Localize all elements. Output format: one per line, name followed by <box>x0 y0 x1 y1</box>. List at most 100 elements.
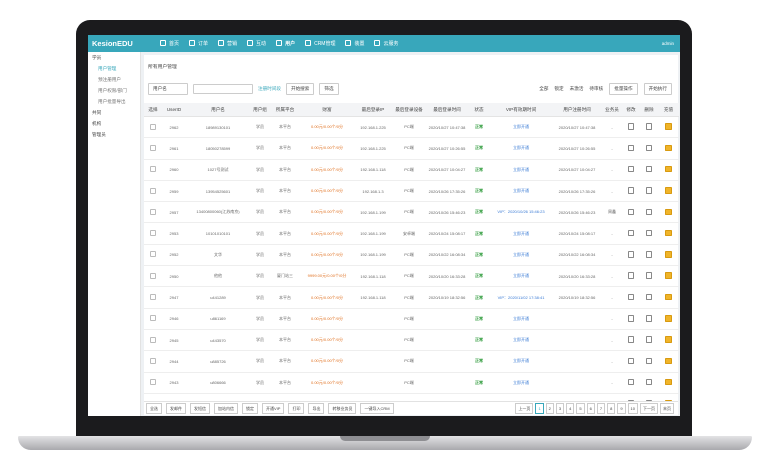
recharge-icon[interactable] <box>665 165 672 173</box>
recharge-icon[interactable] <box>665 336 672 343</box>
page-prev[interactable]: 上一页 <box>515 403 534 414</box>
page-number[interactable]: 10 <box>627 403 638 414</box>
search-button[interactable]: 开始搜索 <box>285 83 315 95</box>
edit-icon[interactable] <box>627 229 635 237</box>
edit-icon[interactable] <box>627 336 635 343</box>
batch-select[interactable]: 批量操作 <box>609 83 638 95</box>
nav-item[interactable]: 用户 <box>276 40 295 47</box>
delete-icon[interactable] <box>645 165 653 173</box>
checkbox[interactable] <box>150 230 156 237</box>
nav-item[interactable]: 云服务 <box>374 40 399 47</box>
page-last[interactable]: 末页 <box>660 403 674 414</box>
delete-icon[interactable] <box>645 315 653 322</box>
page-number[interactable]: 5 <box>576 403 585 414</box>
checkbox[interactable] <box>150 336 156 343</box>
action-button[interactable]: 导出 <box>308 403 325 414</box>
nav-item[interactable]: 营销 <box>218 40 237 47</box>
page-number[interactable]: 6 <box>586 403 595 414</box>
sidebar-section[interactable]: 共同 <box>92 109 102 115</box>
edit-icon[interactable] <box>627 315 635 322</box>
delete-icon[interactable] <box>645 123 653 130</box>
checkbox[interactable] <box>150 166 156 173</box>
checkbox[interactable] <box>150 315 156 322</box>
edit-icon[interactable] <box>627 208 635 216</box>
page-number[interactable]: 1 <box>535 403 544 414</box>
filter-button[interactable]: 筛选 <box>319 83 339 95</box>
execute-button[interactable]: 开始执行 <box>643 83 672 95</box>
action-button[interactable]: 全选 <box>146 403 162 414</box>
recharge-icon[interactable] <box>665 378 672 386</box>
radio-option[interactable]: 锁定 <box>554 86 564 91</box>
edit-icon[interactable] <box>627 378 635 386</box>
delete-icon[interactable] <box>645 208 653 216</box>
edit-icon[interactable] <box>627 144 635 152</box>
recharge-icon[interactable] <box>665 272 672 279</box>
checkbox[interactable] <box>150 272 156 279</box>
page-number[interactable]: 8 <box>607 403 616 414</box>
delete-icon[interactable] <box>645 144 653 152</box>
edit-icon[interactable] <box>627 293 635 301</box>
action-button[interactable]: 锁定 <box>242 403 258 414</box>
delete-icon[interactable] <box>645 336 653 343</box>
delete-icon[interactable] <box>645 293 653 301</box>
page-number[interactable]: 3 <box>555 403 565 414</box>
checkbox[interactable] <box>150 251 156 258</box>
checkbox[interactable] <box>150 208 156 215</box>
checkbox[interactable] <box>150 294 156 301</box>
sidebar-item[interactable]: 用户权限/部门 <box>98 87 127 93</box>
recharge-icon[interactable] <box>665 251 672 258</box>
search-input[interactable] <box>193 84 253 94</box>
user-menu[interactable]: admin <box>661 41 674 46</box>
recharge-icon[interactable] <box>665 123 672 130</box>
sidebar-item[interactable]: 用户批量导出 <box>98 98 126 104</box>
checkbox[interactable] <box>150 357 156 364</box>
delete-icon[interactable] <box>645 357 653 365</box>
checkbox[interactable] <box>150 379 156 386</box>
action-button[interactable]: 开通VIP <box>262 403 285 414</box>
edit-icon[interactable] <box>627 187 635 194</box>
sidebar-section[interactable]: 机构 <box>92 120 102 126</box>
edit-icon[interactable] <box>627 272 635 279</box>
sidebar-item[interactable]: 用户管理 <box>98 65 117 71</box>
radio-option[interactable]: 未激活 <box>569 86 584 91</box>
recharge-icon[interactable] <box>665 187 672 194</box>
select[interactable]: 用户名 <box>148 83 188 95</box>
action-button[interactable]: 打印 <box>288 403 305 414</box>
nav-item[interactable]: 首页 <box>160 40 179 47</box>
recharge-icon[interactable] <box>665 144 672 152</box>
logo[interactable]: KesionEDU <box>92 39 133 48</box>
nav-item[interactable]: CRM管理 <box>305 40 335 47</box>
recharge-icon[interactable] <box>665 315 672 322</box>
radio-option[interactable]: 待审核 <box>589 86 604 91</box>
action-button[interactable]: 发邮件 <box>166 403 186 414</box>
delete-icon[interactable] <box>645 187 653 194</box>
action-button[interactable]: 一键导入CRM <box>360 403 394 414</box>
checkbox[interactable] <box>150 123 156 130</box>
page-number[interactable]: 9 <box>617 403 626 414</box>
sidebar-section[interactable]: 管理员 <box>92 131 106 137</box>
date-link[interactable]: 注册时间段 <box>258 86 281 91</box>
radio-option[interactable]: 全部 <box>539 86 549 91</box>
delete-icon[interactable] <box>645 378 653 386</box>
action-button[interactable]: 发短信 <box>190 403 210 414</box>
page-number[interactable]: 7 <box>596 403 606 414</box>
action-button[interactable]: 转移业务员 <box>328 403 357 414</box>
nav-item[interactable]: 订单 <box>189 40 208 47</box>
page-number[interactable]: 4 <box>566 403 575 414</box>
edit-icon[interactable] <box>627 357 635 365</box>
delete-icon[interactable] <box>645 272 653 279</box>
edit-icon[interactable] <box>627 123 635 130</box>
page-next[interactable]: 下一页 <box>640 403 658 414</box>
edit-icon[interactable] <box>627 165 635 173</box>
page-number[interactable]: 2 <box>545 403 554 414</box>
sidebar-group[interactable]: 学员 <box>92 54 102 60</box>
checkbox[interactable] <box>150 187 156 194</box>
recharge-icon[interactable] <box>665 293 672 301</box>
checkbox[interactable] <box>150 144 156 151</box>
recharge-icon[interactable] <box>665 357 672 365</box>
nav-item[interactable]: 装置 <box>345 40 364 47</box>
edit-icon[interactable] <box>627 251 635 258</box>
recharge-icon[interactable] <box>665 229 672 237</box>
delete-icon[interactable] <box>645 251 653 258</box>
nav-item[interactable]: 互动 <box>247 40 266 47</box>
